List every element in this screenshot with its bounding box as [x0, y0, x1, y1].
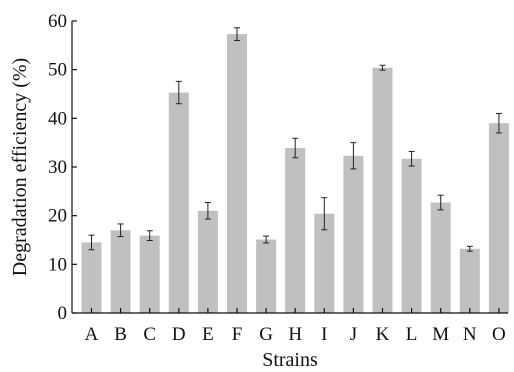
bar-B — [110, 230, 131, 313]
y-tick-label-0: 0 — [58, 303, 68, 324]
bar-C — [139, 235, 160, 313]
x-tick-label-I: I — [321, 324, 327, 345]
x-tick-label-A: A — [85, 324, 99, 345]
x-tick-label-E: E — [202, 324, 214, 345]
error-bar-M — [437, 194, 444, 211]
bar-H — [285, 148, 306, 313]
error-bar-K — [379, 64, 386, 71]
x-axis-title: Strains — [262, 349, 318, 371]
bar-M — [430, 202, 451, 313]
x-tick-label-J: J — [350, 324, 357, 345]
error-bar-A — [88, 234, 95, 251]
y-tick-label-40: 40 — [48, 108, 67, 129]
x-tick-label-H: H — [288, 324, 302, 345]
error-bar-B — [117, 223, 124, 238]
bar-E — [197, 210, 218, 313]
error-bar-F — [234, 27, 240, 41]
y-tick-label-60: 60 — [48, 11, 67, 32]
bar-F — [227, 34, 247, 313]
x-tick-label-F: F — [232, 324, 243, 345]
bar-A — [81, 242, 102, 313]
bar-G — [256, 239, 277, 313]
bar-I — [314, 213, 335, 313]
bars-group — [81, 34, 509, 313]
x-tick-label-N: N — [463, 324, 477, 345]
error-bar-I — [321, 197, 328, 231]
error-bar-D — [175, 80, 182, 105]
bar-K — [372, 67, 393, 313]
y-tick-label-30: 30 — [48, 157, 67, 178]
error-bar-H — [292, 137, 299, 159]
error-bar-C — [146, 230, 153, 241]
x-tick-label-O: O — [492, 324, 506, 345]
bar-L — [401, 158, 422, 313]
bar-J — [343, 155, 364, 313]
x-tick-label-C: C — [143, 324, 156, 345]
x-tick-label-K: K — [376, 324, 390, 345]
bar-D — [168, 92, 189, 313]
bar-N — [459, 248, 480, 313]
error-bar-G — [263, 235, 270, 244]
error-bar-L — [408, 150, 415, 167]
error-bar-J — [350, 142, 357, 170]
x-tick-label-B: B — [114, 324, 127, 345]
x-tick-label-L: L — [406, 324, 418, 345]
error-bars-group — [88, 27, 502, 252]
x-tick-label-G: G — [259, 324, 273, 345]
y-axis-title: Degradation efficiency (%) — [9, 58, 31, 276]
bar-O — [488, 123, 509, 313]
x-tick-label-D: D — [172, 324, 186, 345]
error-bar-E — [204, 202, 211, 220]
y-tick-label-10: 10 — [48, 254, 67, 275]
y-tick-label-20: 20 — [48, 206, 67, 227]
y-tick-label-50: 50 — [48, 60, 67, 81]
x-tick-label-M: M — [432, 324, 449, 345]
y-ticks-group: 0 10 20 30 40 50 60 — [48, 11, 77, 324]
error-bar-O — [495, 112, 502, 134]
error-bar-N — [466, 245, 473, 252]
